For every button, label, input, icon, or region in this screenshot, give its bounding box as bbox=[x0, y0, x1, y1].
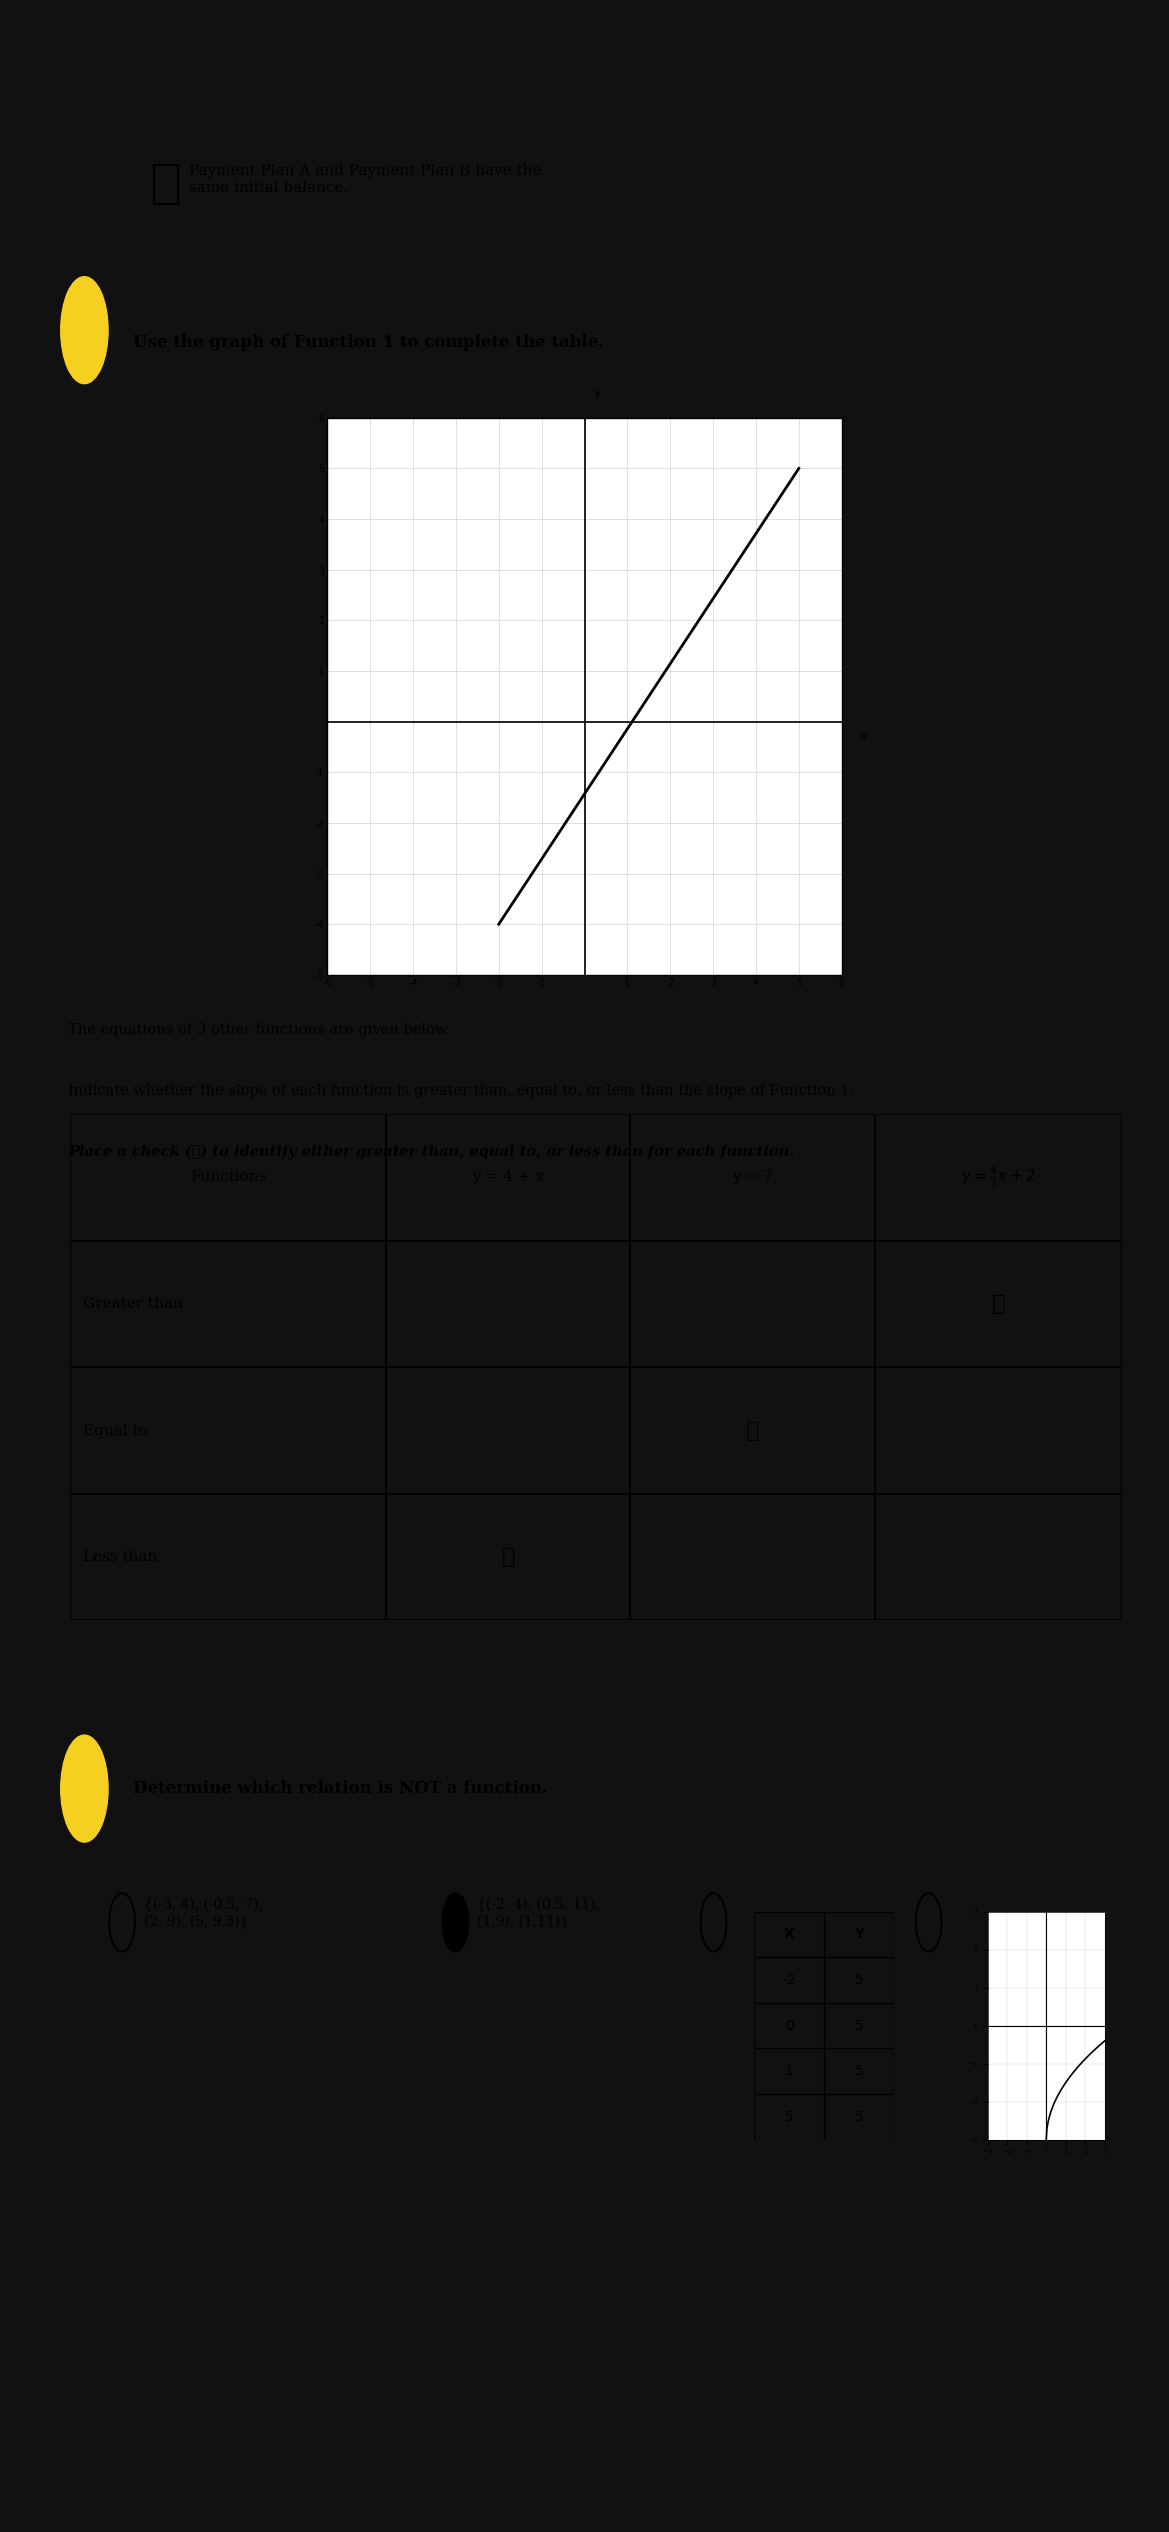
Text: 5: 5 bbox=[784, 2109, 794, 2124]
Text: Determine which relation is NOT a function.: Determine which relation is NOT a functi… bbox=[133, 1780, 547, 1798]
Text: $y=\frac{4}{3}x+2$: $y=\frac{4}{3}x+2$ bbox=[961, 1165, 1036, 1190]
Text: Y: Y bbox=[855, 1927, 864, 1942]
Text: Payment Plan A and Payment Plan B have the
same initial balance.: Payment Plan A and Payment Plan B have t… bbox=[188, 165, 541, 195]
Text: 5: 5 bbox=[855, 2109, 864, 2124]
Text: Functions: Functions bbox=[189, 1170, 267, 1185]
Text: The equations of 3 other functions are given below.: The equations of 3 other functions are g… bbox=[68, 1023, 450, 1038]
Circle shape bbox=[61, 276, 108, 385]
Text: y = 4 + x: y = 4 + x bbox=[472, 1170, 544, 1185]
Text: Equal to: Equal to bbox=[83, 1423, 148, 1438]
Text: -2: -2 bbox=[782, 1972, 796, 1988]
Text: Place a check (✓) to identify either greater than, equal to, or less than for ea: Place a check (✓) to identify either gre… bbox=[68, 1144, 795, 1160]
Text: Greater than: Greater than bbox=[83, 1296, 184, 1312]
Text: ✓: ✓ bbox=[746, 1420, 760, 1441]
Circle shape bbox=[443, 1894, 469, 1952]
Circle shape bbox=[61, 1734, 108, 1843]
Text: Function 1: Function 1 bbox=[530, 418, 639, 436]
Text: {(-2, 4), (0.5, 11),
(1,9), (1,11)}: {(-2, 4), (0.5, 11), (1,9), (1,11)} bbox=[477, 1899, 600, 1929]
Text: Indicate whether the slope of each function is greater than, equal to, or less t: Indicate whether the slope of each funct… bbox=[68, 1084, 855, 1099]
Bar bbox=[154, 165, 178, 203]
Text: 0: 0 bbox=[784, 2018, 794, 2033]
Text: 5: 5 bbox=[855, 2018, 864, 2033]
Text: y = 7: y = 7 bbox=[732, 1170, 773, 1185]
Text: 5: 5 bbox=[855, 2064, 864, 2079]
Text: 1: 1 bbox=[784, 2064, 794, 2079]
Text: ✓: ✓ bbox=[992, 1294, 1005, 1314]
Text: Use the graph of Function 1 to complete the table.: Use the graph of Function 1 to complete … bbox=[133, 334, 604, 352]
Text: {(-3, 4), (-0.5, 7),
(2, 9), (5, 9.3)}: {(-3, 4), (-0.5, 7), (2, 9), (5, 9.3)} bbox=[144, 1899, 262, 1929]
Text: y: y bbox=[594, 385, 601, 400]
Text: x: x bbox=[859, 729, 866, 744]
Text: 5: 5 bbox=[855, 1972, 864, 1988]
Text: ✓: ✓ bbox=[502, 1547, 514, 1567]
Text: Less than: Less than bbox=[83, 1550, 158, 1565]
Text: X: X bbox=[783, 1927, 795, 1942]
